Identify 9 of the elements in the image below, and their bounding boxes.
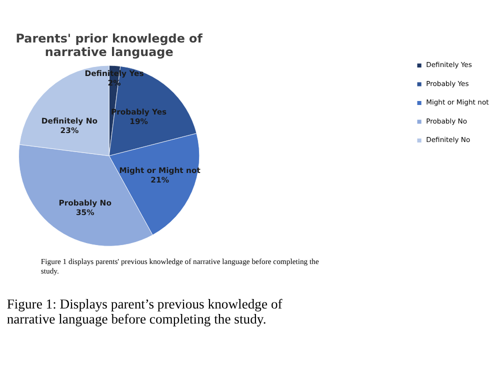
data-label: 19% [130,117,148,126]
chart-title: Parents' prior knowlegde of narrative language [16,31,204,60]
caption: Figure 1: Displays parent’s previous knowledge of narrative language before completing the study. [6,296,283,327]
data-label: 23% [60,126,79,135]
caption: Figure 1 displays parents' previous knowledge of narrative language before completing the study. [40,257,320,276]
data-label: 35% [76,208,95,217]
slice-label: Probably No [58,198,112,208]
data-label: 21% [150,176,170,185]
slice-label: Definitely No [41,116,98,126]
